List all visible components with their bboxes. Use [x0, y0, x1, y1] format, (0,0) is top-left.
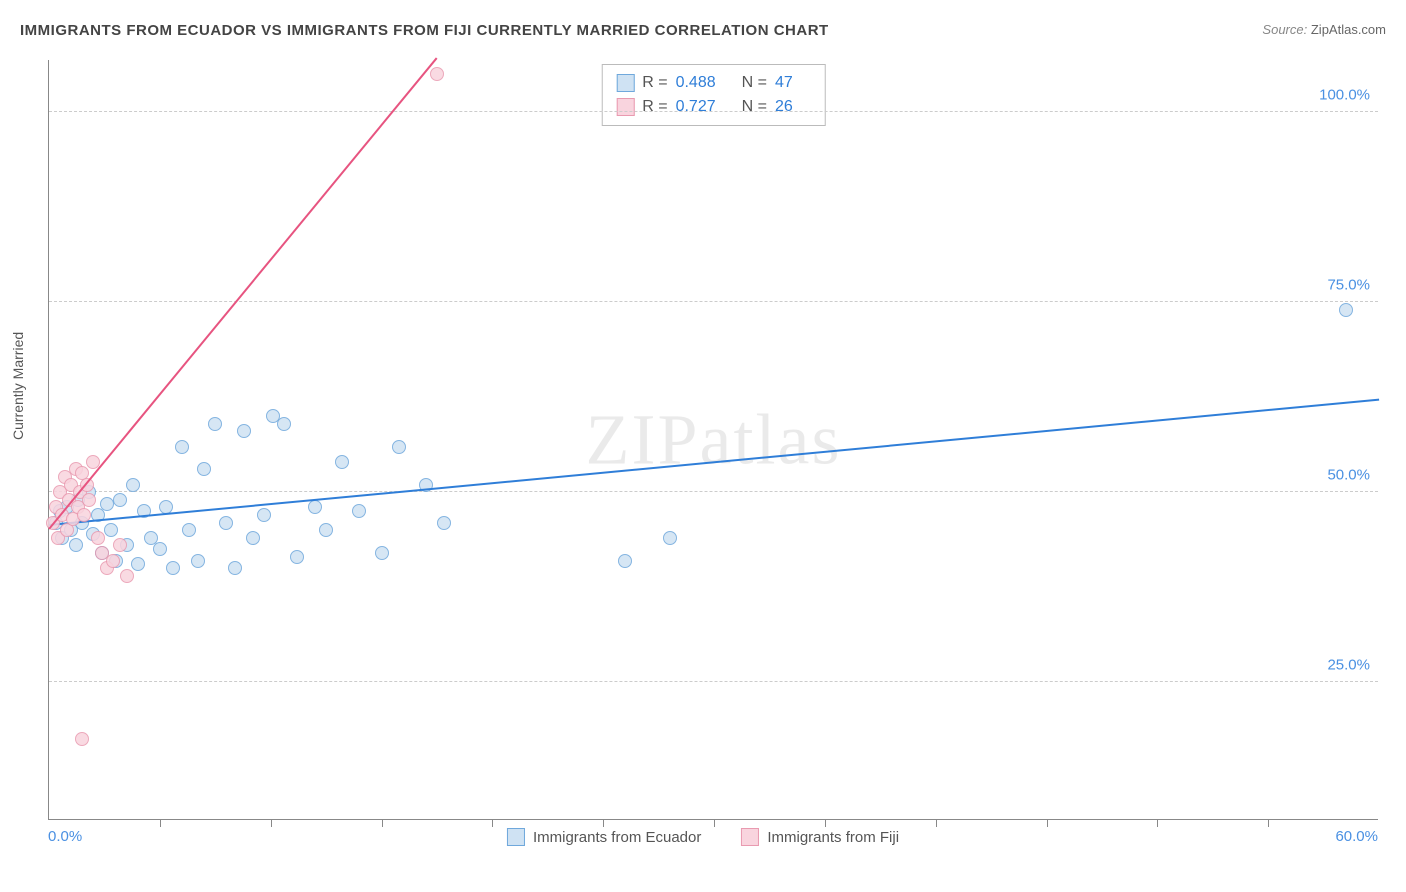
scatter-point — [257, 508, 271, 522]
scatter-point — [237, 424, 251, 438]
scatter-point — [69, 538, 83, 552]
chart-title: IMMIGRANTS FROM ECUADOR VS IMMIGRANTS FR… — [20, 22, 829, 39]
y-axis-title: Currently Married — [10, 332, 26, 440]
legend-swatch — [616, 98, 634, 116]
x-tick — [825, 819, 826, 827]
x-tick — [382, 819, 383, 827]
y-tick-label: 25.0% — [1327, 657, 1370, 674]
trend-line — [48, 57, 437, 529]
scatter-point — [375, 546, 389, 560]
scatter-point — [319, 523, 333, 537]
stats-row: R = 0.488 N = 47 — [616, 71, 811, 95]
gridline — [49, 681, 1378, 682]
scatter-point — [208, 417, 222, 431]
scatter-point — [335, 455, 349, 469]
stats-legend-box: R = 0.488 N = 47 R = 0.727 N = 26 — [601, 64, 826, 126]
stat-r-label: R = — [642, 95, 667, 119]
x-tick — [714, 819, 715, 827]
scatter-point — [75, 732, 89, 746]
legend-item: Immigrants from Ecuador — [507, 828, 701, 846]
scatter-point — [166, 561, 180, 575]
scatter-point — [106, 554, 120, 568]
x-axis-max-label: 60.0% — [1335, 828, 1378, 845]
scatter-point — [246, 531, 260, 545]
scatter-point — [308, 500, 322, 514]
scatter-point — [126, 478, 140, 492]
scatter-point — [120, 569, 134, 583]
scatter-point — [77, 508, 91, 522]
legend-label: Immigrants from Ecuador — [533, 829, 701, 846]
y-tick-label: 100.0% — [1319, 87, 1370, 104]
scatter-point — [430, 67, 444, 81]
gridline — [49, 491, 1378, 492]
scatter-point — [437, 516, 451, 530]
scatter-point — [277, 417, 291, 431]
legend-swatch — [616, 74, 634, 92]
scatter-point — [352, 504, 366, 518]
x-tick — [1157, 819, 1158, 827]
source-attribution: Source: ZipAtlas.com — [1262, 22, 1386, 37]
legend-swatch — [507, 828, 525, 846]
legend-label: Immigrants from Fiji — [767, 829, 899, 846]
scatter-point — [153, 542, 167, 556]
scatter-point — [113, 538, 127, 552]
scatter-point — [82, 493, 96, 507]
gridline — [49, 301, 1378, 302]
legend-swatch — [741, 828, 759, 846]
stat-r-label: R = — [642, 71, 667, 95]
y-tick-label: 50.0% — [1327, 467, 1370, 484]
x-axis-origin-label: 0.0% — [48, 828, 82, 845]
scatter-point — [197, 462, 211, 476]
scatter-point — [1339, 303, 1353, 317]
x-tick — [160, 819, 161, 827]
plot-area: ZIPatlas R = 0.488 N = 47 R = 0.727 N = 26 25.0… — [48, 60, 1378, 820]
x-tick — [936, 819, 937, 827]
stat-r-value: 0.488 — [676, 71, 716, 95]
scatter-point — [113, 493, 127, 507]
x-tick — [603, 819, 604, 827]
x-tick — [1268, 819, 1269, 827]
scatter-point — [228, 561, 242, 575]
watermark-text: ZIPatlas — [586, 398, 842, 481]
scatter-point — [100, 497, 114, 511]
x-tick — [271, 819, 272, 827]
source-label: Source: — [1262, 22, 1307, 37]
scatter-point — [131, 557, 145, 571]
y-tick-label: 75.0% — [1327, 277, 1370, 294]
scatter-point — [175, 440, 189, 454]
stat-n-value: 26 — [775, 95, 793, 119]
gridline — [49, 111, 1378, 112]
scatter-point — [104, 523, 118, 537]
scatter-point — [663, 531, 677, 545]
legend-item: Immigrants from Fiji — [741, 828, 899, 846]
x-tick — [492, 819, 493, 827]
scatter-point — [191, 554, 205, 568]
trend-line — [49, 399, 1379, 526]
scatter-point — [219, 516, 233, 530]
bottom-legend: Immigrants from Ecuador Immigrants from F… — [507, 828, 899, 846]
stat-n-label: N = — [742, 95, 767, 119]
scatter-point — [91, 531, 105, 545]
source-value: ZipAtlas.com — [1311, 22, 1386, 37]
stat-n-value: 47 — [775, 71, 793, 95]
stats-row: R = 0.727 N = 26 — [616, 95, 811, 119]
x-tick — [1047, 819, 1048, 827]
scatter-point — [618, 554, 632, 568]
scatter-point — [392, 440, 406, 454]
stat-n-label: N = — [742, 71, 767, 95]
scatter-point — [182, 523, 196, 537]
stat-r-value: 0.727 — [676, 95, 716, 119]
scatter-point — [290, 550, 304, 564]
